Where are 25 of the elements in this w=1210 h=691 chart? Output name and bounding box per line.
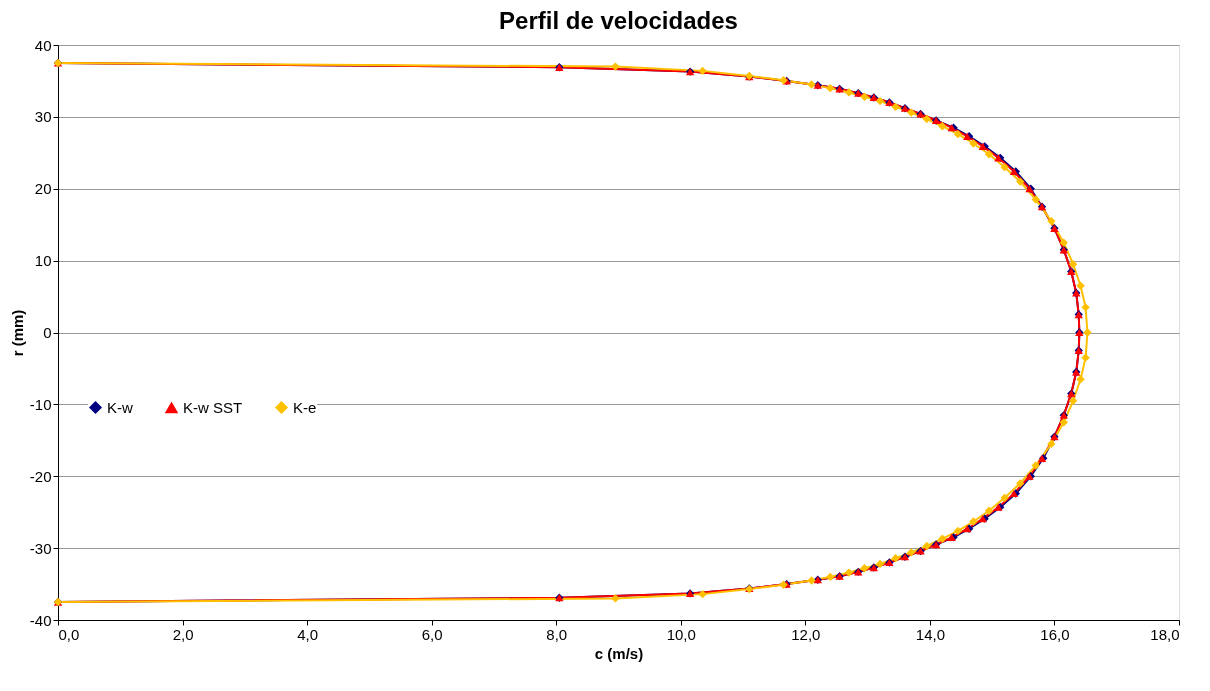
x-tick-label: 10,0: [666, 625, 696, 643]
x-tick-label: 16,0: [1040, 625, 1070, 643]
x-tick-label: 6,0: [421, 625, 443, 643]
x-tick-label: 2,0: [172, 625, 194, 643]
y-axis-title: r (mm): [8, 309, 26, 357]
legend-label: K-w SST: [183, 398, 243, 416]
legend-label: K-e: [293, 398, 317, 416]
y-tick-label: -30: [29, 539, 52, 557]
x-tick-label: 18,0: [1150, 625, 1180, 643]
x-tick-label: 4,0: [297, 625, 319, 643]
y-tick-label: -10: [29, 395, 52, 413]
y-tick-label: 0: [43, 324, 52, 341]
x-tick-label: 14,0: [915, 625, 945, 643]
y-tick-label: 20: [34, 180, 52, 198]
y-tick-label: 30: [34, 108, 52, 126]
y-tick-label: 10: [34, 252, 52, 270]
x-tick-label: 0,0: [58, 625, 80, 643]
chart-title: Perfil de velocidades: [499, 7, 738, 34]
x-axis-title: c (m/s): [594, 644, 644, 662]
y-tick-label: -40: [29, 611, 52, 629]
x-tick-label: 12,0: [791, 625, 821, 643]
y-tick-label: 40: [34, 36, 52, 54]
legend-label: K-w: [107, 398, 133, 416]
x-tick-label: 8,0: [546, 625, 568, 643]
y-tick-label: -20: [29, 467, 52, 485]
